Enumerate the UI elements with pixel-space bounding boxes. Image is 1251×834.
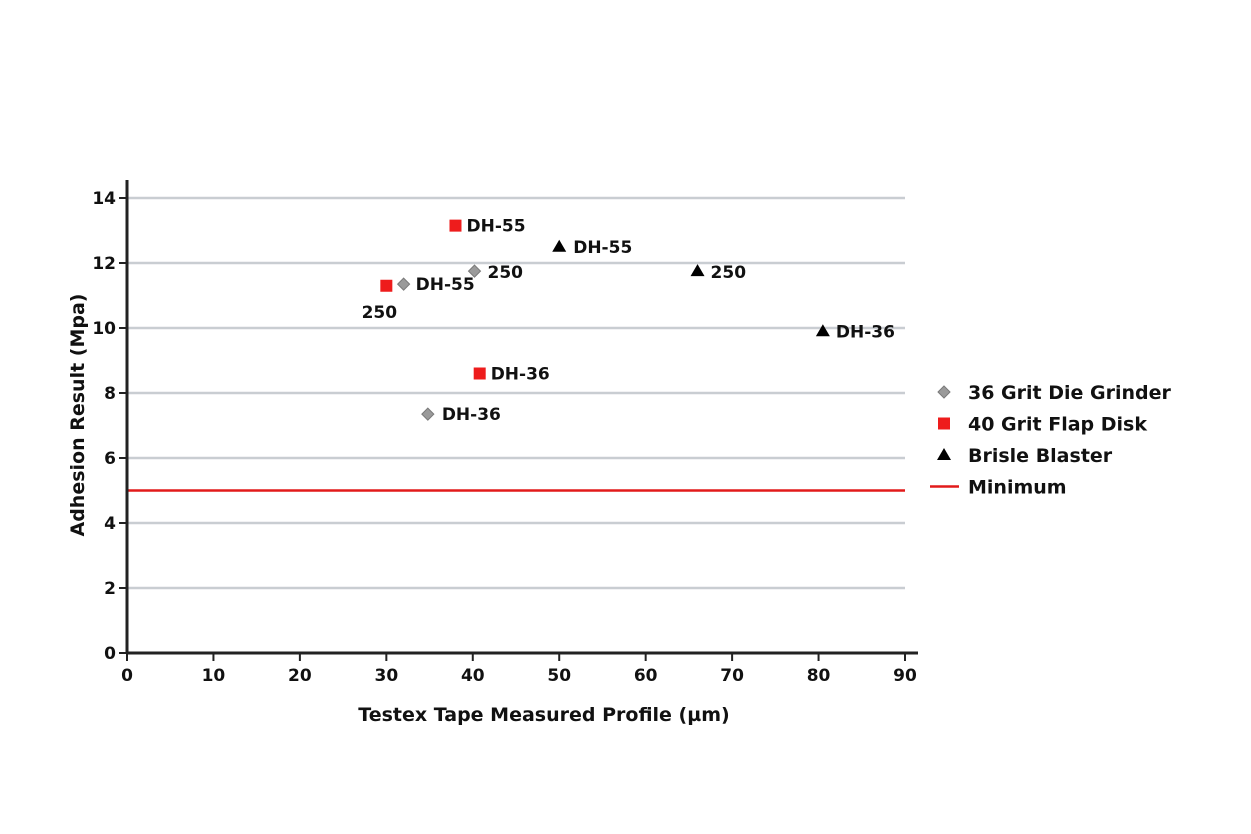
- gridlines: [127, 196, 905, 590]
- triangle-marker: [937, 448, 951, 460]
- legend-label: 40 Grit Flap Disk: [968, 414, 1147, 436]
- x-tick-label: 80: [807, 666, 831, 686]
- y-tick-label: 0: [104, 644, 116, 664]
- y-axis-title: Adhesion Result (Mpa): [67, 294, 89, 537]
- y-tick-label: 14: [92, 189, 116, 209]
- triangle-marker: [690, 264, 705, 277]
- x-tick-label: 0: [121, 666, 133, 686]
- legend-label: Minimum: [968, 477, 1067, 499]
- legend-label: 36 Grit Die Grinder: [968, 382, 1172, 404]
- square-marker: [380, 279, 393, 292]
- x-tick-label: 90: [893, 666, 917, 686]
- square-marker: [938, 417, 950, 430]
- x-tick-label: 40: [461, 666, 485, 686]
- point-label: DH-55: [573, 238, 632, 258]
- point-label: DH-36: [836, 322, 895, 342]
- point-label: 250: [362, 303, 398, 323]
- y-tick-label: 6: [104, 449, 116, 469]
- point-label: DH-36: [491, 365, 550, 385]
- square-marker: [473, 367, 486, 380]
- x-tick-label: 30: [374, 666, 398, 686]
- x-tick-label: 20: [288, 666, 312, 686]
- diamond-marker: [467, 264, 482, 278]
- x-tick-label: 10: [202, 666, 226, 686]
- point-label: DH-36: [442, 405, 501, 425]
- y-tick-label: 12: [92, 254, 116, 274]
- y-axis-ticks: 0 2 4 6 8 10 12 14: [92, 189, 127, 664]
- legend-label: Brisle Blaster: [968, 445, 1113, 467]
- x-tick-label: 50: [547, 666, 571, 686]
- triangle-marker: [815, 324, 830, 337]
- diamond-marker: [937, 385, 951, 399]
- point-label: 250: [488, 263, 524, 283]
- legend: 36 Grit Die Grinder 40 Grit Flap Disk Bris…: [930, 382, 1172, 499]
- x-axis-title: Testex Tape Measured Profile (µm): [358, 704, 729, 726]
- square-marker: [449, 219, 462, 232]
- diamond-marker: [421, 407, 435, 421]
- x-tick-label: 60: [634, 666, 658, 686]
- y-tick-label: 10: [92, 319, 116, 339]
- data-points: DH-55 250 DH-36 DH-55 250 DH-36 DH-55 250 DH-36: [362, 217, 895, 426]
- point-label: DH-55: [416, 275, 475, 295]
- point-label: 250: [711, 263, 747, 283]
- point-label: DH-55: [466, 217, 525, 237]
- x-tick-label: 70: [720, 666, 744, 686]
- diamond-marker: [396, 277, 411, 291]
- y-tick-label: 2: [104, 579, 116, 599]
- axes: [125, 180, 918, 655]
- y-tick-label: 8: [104, 384, 116, 404]
- triangle-marker: [552, 239, 567, 252]
- x-axis-ticks: 0 10 20 30 40 50 60 70 80 90: [121, 653, 917, 686]
- y-tick-label: 4: [104, 514, 116, 534]
